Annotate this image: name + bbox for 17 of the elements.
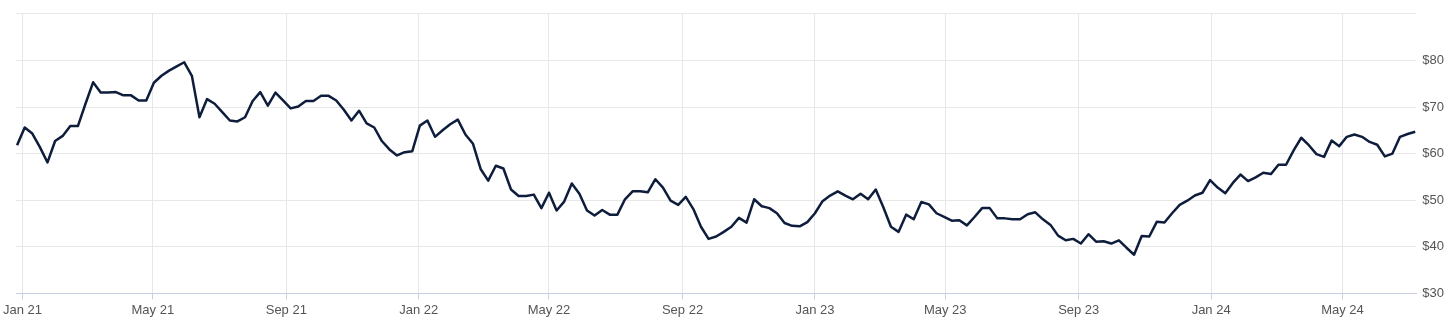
x-tick-label: Sep 23 bbox=[1058, 301, 1100, 317]
x-tick-label: Jan 24 bbox=[1191, 301, 1231, 317]
y-tick-label: $30 bbox=[1422, 284, 1445, 300]
x-tick-label: May 21 bbox=[131, 301, 175, 317]
x-tick-label: May 24 bbox=[1321, 301, 1364, 317]
x-tick-label: Sep 21 bbox=[265, 301, 307, 317]
x-tick-label: Sep 22 bbox=[661, 301, 704, 317]
x-tick-label: Jan 21 bbox=[3, 301, 43, 317]
x-tick-label: May 23 bbox=[923, 301, 967, 317]
x-tick-label: Jan 23 bbox=[795, 301, 835, 317]
y-tick-label: $70 bbox=[1422, 98, 1445, 114]
y-tick-label: $80 bbox=[1422, 51, 1445, 67]
y-tick-label: $40 bbox=[1422, 238, 1445, 254]
y-tick-label: $50 bbox=[1422, 191, 1445, 207]
y-tick-label: $60 bbox=[1422, 145, 1445, 161]
x-tick-label: May 22 bbox=[527, 301, 571, 317]
x-tick-label: Jan 22 bbox=[399, 301, 439, 317]
